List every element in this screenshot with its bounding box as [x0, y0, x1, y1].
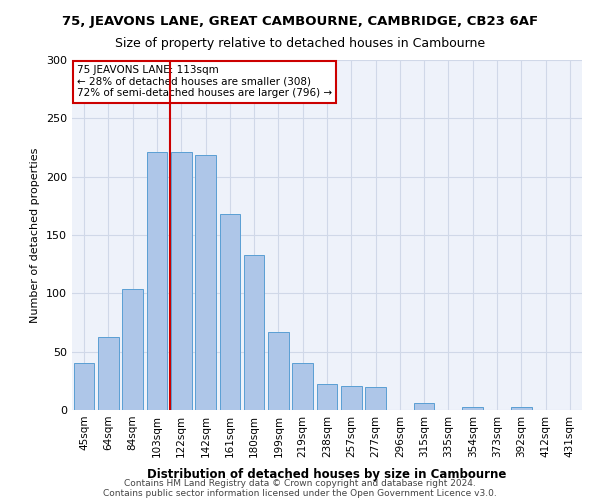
- Bar: [341, 386, 362, 410]
- Bar: [195, 154, 216, 410]
- Bar: [268, 332, 289, 410]
- Bar: [511, 406, 532, 410]
- Bar: [463, 406, 483, 410]
- Text: 75, JEAVONS LANE, GREAT CAMBOURNE, CAMBRIDGE, CB23 6AF: 75, JEAVONS LANE, GREAT CAMBOURNE, CAMBR…: [62, 15, 538, 28]
- Bar: [365, 386, 386, 410]
- Bar: [292, 364, 313, 410]
- Text: 75 JEAVONS LANE: 113sqm
← 28% of detached houses are smaller (308)
72% of semi-d: 75 JEAVONS LANE: 113sqm ← 28% of detache…: [77, 66, 332, 98]
- Bar: [414, 403, 434, 410]
- Y-axis label: Number of detached properties: Number of detached properties: [31, 148, 40, 322]
- Bar: [171, 152, 191, 410]
- Bar: [122, 288, 143, 410]
- Text: Size of property relative to detached houses in Cambourne: Size of property relative to detached ho…: [115, 38, 485, 51]
- Text: Contains HM Land Registry data © Crown copyright and database right 2024.: Contains HM Land Registry data © Crown c…: [124, 478, 476, 488]
- Bar: [244, 255, 265, 410]
- X-axis label: Distribution of detached houses by size in Cambourne: Distribution of detached houses by size …: [148, 468, 506, 481]
- Bar: [74, 364, 94, 410]
- Bar: [98, 336, 119, 410]
- Bar: [220, 214, 240, 410]
- Bar: [146, 152, 167, 410]
- Bar: [317, 384, 337, 410]
- Text: Contains public sector information licensed under the Open Government Licence v3: Contains public sector information licen…: [103, 488, 497, 498]
